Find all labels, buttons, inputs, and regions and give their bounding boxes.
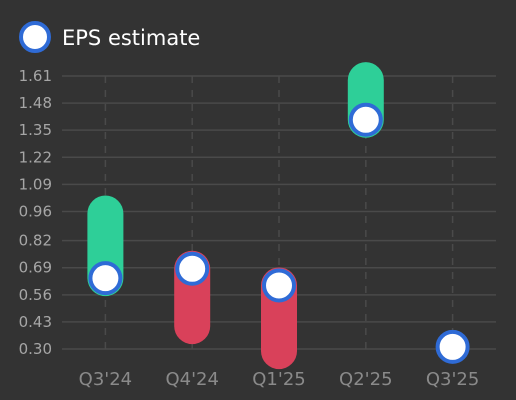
y-axis: 0.30 0.43 0.56 0.69 0.82 0.96 1.09 1.22 1.35 1.48… [19, 67, 52, 358]
y-tick-label: 0.82 [19, 232, 52, 250]
y-tick-label: 1.61 [19, 67, 52, 85]
plot-area [87, 62, 470, 370]
x-tick-label: Q4'24 [165, 369, 218, 390]
y-tick-label: 1.22 [19, 148, 52, 166]
y-tick-label: 0.69 [19, 259, 52, 277]
legend-label: EPS estimate [62, 26, 200, 50]
y-tick-label: 1.48 [19, 94, 52, 112]
x-tick-label: Q2'25 [339, 369, 392, 390]
y-tick-label: 1.09 [19, 175, 52, 193]
y-tick-label: 1.35 [19, 121, 52, 139]
y-tick-label: 0.96 [19, 202, 52, 220]
x-tick-label: Q3'24 [79, 369, 132, 390]
legend-marker [19, 21, 51, 53]
x-tick-label: Q1'25 [252, 369, 305, 390]
estimate-marker [262, 268, 296, 303]
estimate-marker [348, 102, 383, 137]
y-tick-label: 0.30 [19, 340, 52, 358]
x-axis: Q3'24 Q4'24 Q1'25 Q2'25 Q3'25 [79, 369, 480, 390]
legend: EPS estimate [19, 21, 200, 53]
estimate-marker [175, 251, 210, 286]
estimate-marker [435, 329, 470, 364]
y-tick-label: 0.56 [19, 286, 52, 304]
estimate-marker [88, 261, 123, 296]
y-tick-label: 0.43 [19, 313, 52, 331]
x-tick-label: Q3'25 [426, 369, 479, 390]
